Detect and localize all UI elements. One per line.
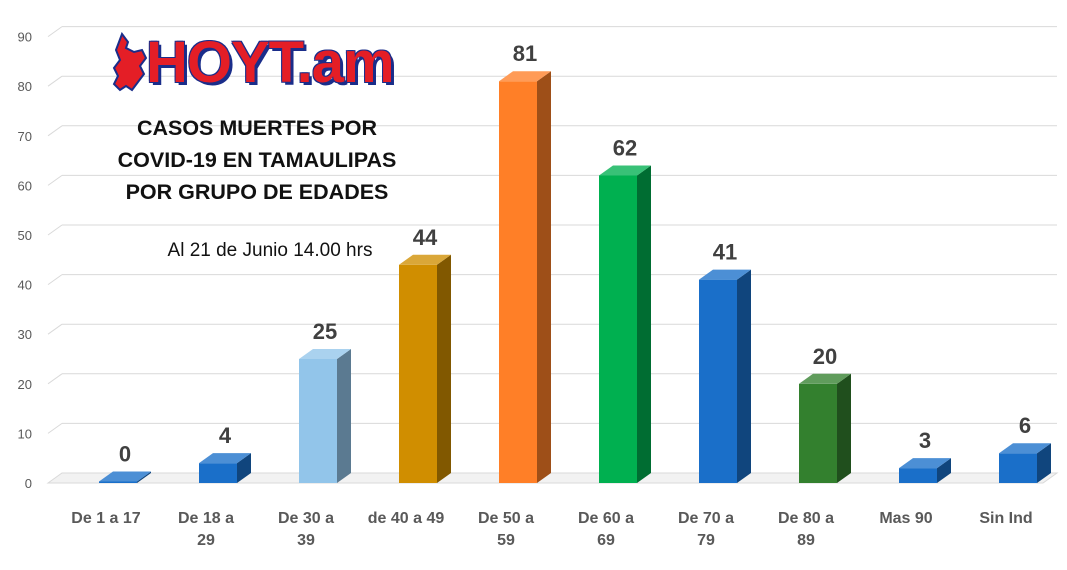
gridline-depth: [47, 174, 63, 186]
bar-front: [999, 453, 1037, 483]
x-tick-label: De 30 a 39: [278, 510, 334, 549]
bar-side: [837, 373, 851, 483]
bar: [99, 471, 151, 483]
bar-top: [399, 254, 451, 265]
data-label: 20: [813, 344, 837, 369]
bar-side: [337, 349, 351, 483]
x-tick-label: Sin Ind: [979, 510, 1032, 527]
bar-front: [799, 383, 837, 483]
y-tick-label: 20: [18, 377, 32, 392]
bar-side: [237, 453, 251, 483]
bar-front: [99, 481, 137, 483]
bar-top: [199, 453, 251, 464]
bar-top: [99, 471, 151, 482]
bar-top: [999, 443, 1051, 454]
bar-front: [499, 81, 537, 484]
bar-top: [299, 349, 351, 359]
data-label: 41: [713, 240, 737, 265]
bar-top: [499, 71, 551, 82]
y-tick-label: 50: [18, 228, 32, 243]
gridline-depth: [47, 26, 63, 38]
gridline-depth: [47, 224, 63, 236]
gridline-depth: [47, 422, 63, 434]
gridline-depth: [47, 125, 63, 137]
tamaulipas-map-icon: [112, 32, 148, 92]
chart-title: CASOS MUERTES POR COVID-19 EN TAMAULIPAS…: [117, 116, 397, 204]
y-tick-label: 0: [25, 476, 32, 491]
x-tick-label: de 40 a 49: [368, 510, 445, 527]
x-tick-label: De 70 a 79: [678, 510, 734, 549]
gridline-depth: [47, 274, 63, 286]
x-tick-label: De 18 a 29: [178, 510, 234, 549]
data-label: 25: [313, 319, 337, 344]
bar-front: [299, 359, 337, 483]
data-label: 4: [219, 423, 232, 448]
bar-side: [537, 71, 551, 484]
bar-front: [599, 175, 637, 484]
y-tick-label: 60: [18, 178, 32, 193]
bar-front: [899, 468, 937, 483]
bar: [399, 254, 451, 483]
bar: [899, 458, 951, 483]
chart-subtitle: Al 21 de Junio 14.00 hrs: [167, 240, 373, 261]
bar-front: [199, 463, 237, 483]
gridline-depth: [47, 373, 63, 385]
data-labels: 0 4 25 44 81 62 41 20 3 6: [119, 41, 1031, 466]
bar: [199, 453, 251, 483]
bar-top: [699, 269, 751, 280]
bar-side: [1037, 443, 1051, 483]
y-axis-ticks: 0 10 20 30 40 50 60 70 80 90: [18, 30, 32, 491]
x-tick-label: Mas 90: [879, 510, 932, 527]
x-tick-label: De 80 a 89: [778, 510, 834, 549]
logo-text: HOYT.am: [146, 30, 395, 95]
x-tick-label: De 1 a 17: [71, 510, 140, 527]
bar-top: [799, 373, 851, 384]
bar: [799, 373, 851, 483]
bar: [699, 269, 751, 483]
x-axis-ticks: De 1 a 17 De 18 a 29 De 30 a 39 de 40 a 49 De …: [71, 510, 1032, 549]
bar-front: [699, 279, 737, 483]
y-tick-label: 40: [18, 278, 32, 293]
bar: [999, 443, 1051, 483]
logo: HOYT.am: [112, 28, 412, 100]
bar-side: [437, 254, 451, 483]
y-tick-label: 70: [18, 129, 32, 144]
bar-side: [737, 269, 751, 483]
gridline-depth: [47, 323, 63, 335]
bar: [499, 71, 551, 484]
y-tick-label: 10: [18, 426, 32, 441]
data-label: 3: [919, 428, 931, 453]
data-label: 62: [613, 135, 637, 160]
bars: [99, 71, 1051, 484]
data-label: 0: [119, 442, 131, 467]
bar-side: [137, 471, 151, 483]
bar-side: [637, 165, 651, 484]
data-label: 81: [513, 41, 537, 66]
x-tick-label: De 50 a 59: [478, 510, 534, 549]
bar-side: [937, 458, 951, 483]
gridlines: [47, 26, 1057, 434]
y-tick-label: 30: [18, 327, 32, 342]
bar: [299, 349, 351, 483]
bar-front: [399, 264, 437, 483]
gridline-depth: [47, 75, 63, 87]
bar-top: [599, 165, 651, 176]
bar: [599, 165, 651, 484]
bar-top: [899, 458, 951, 469]
data-label: 44: [413, 225, 438, 250]
x-tick-label: De 60 a 69: [578, 510, 634, 549]
data-label: 6: [1019, 413, 1031, 438]
y-tick-label: 90: [18, 30, 32, 45]
y-tick-label: 80: [18, 79, 32, 94]
